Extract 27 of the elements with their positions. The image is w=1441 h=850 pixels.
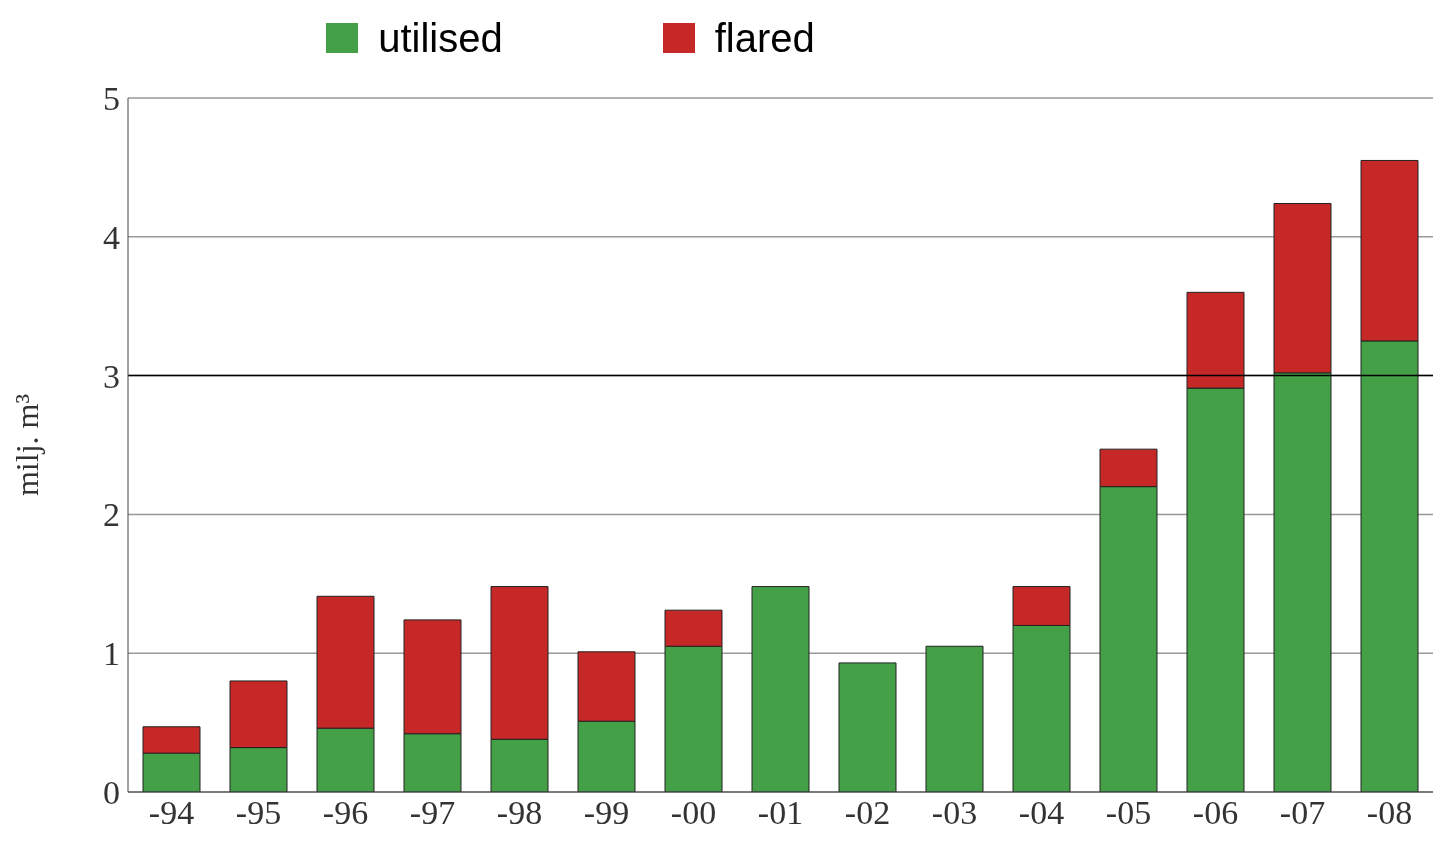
bar [838, 662, 897, 792]
x-tick-label: -03 [931, 794, 978, 832]
y-tick-label: 2 [103, 496, 120, 534]
x-tick-label: -96 [322, 794, 369, 832]
bar [925, 645, 984, 792]
x-tick-label: -01 [757, 794, 804, 832]
x-tick-label: -97 [409, 794, 456, 832]
x-tick-label: -05 [1105, 794, 1152, 832]
x-tick-label: -02 [844, 794, 891, 832]
legend-label: utilised [378, 15, 503, 61]
x-tick-label: -08 [1366, 794, 1413, 832]
y-axis-title: milj. m³ [9, 393, 45, 497]
y-tick-label: 0 [103, 774, 120, 812]
x-tick-label: -04 [1018, 794, 1065, 832]
x-tick-label: -94 [148, 794, 195, 832]
y-tick-label: 4 [103, 218, 120, 256]
x-tick-label: -95 [235, 794, 282, 832]
y-tick-label: 1 [103, 635, 120, 673]
legend-label: flared [714, 15, 815, 61]
x-tick-label: -07 [1279, 794, 1326, 832]
bar [751, 586, 810, 792]
y-tick-label: 3 [103, 357, 120, 395]
x-tick-label: -06 [1192, 794, 1239, 832]
y-tick-label: 5 [103, 80, 120, 118]
x-tick-label: -00 [670, 794, 717, 832]
x-tick-label: -98 [496, 794, 543, 832]
x-tick-label: -99 [583, 794, 630, 832]
